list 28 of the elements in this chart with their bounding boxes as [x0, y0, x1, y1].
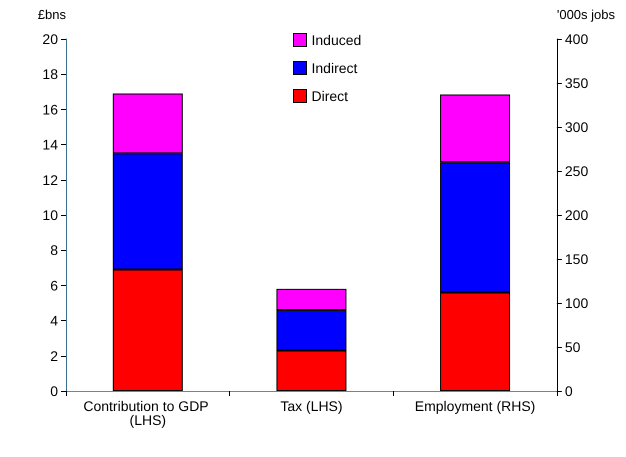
legend-label: Indirect [312, 60, 358, 76]
y2-tick-label: 50 [564, 339, 581, 355]
y-tick-label: 8 [50, 242, 58, 258]
y2-tick-label: 100 [564, 295, 588, 311]
legend-label: Induced [312, 32, 362, 48]
y-tick-label: 12 [42, 172, 58, 188]
y2-tick-label: 400 [564, 31, 588, 47]
y2-axis-title: '000s jobs [556, 7, 616, 22]
y-tick-label: 14 [42, 136, 58, 153]
y2-tick-label: 350 [564, 75, 588, 91]
y-tick-label: 6 [50, 277, 58, 294]
y-tick-label: 2 [50, 348, 58, 364]
y-tick-label: 4 [50, 312, 58, 329]
x-tick-label: Employment (RHS) [414, 398, 536, 414]
y-tick-label: 10 [42, 207, 58, 223]
x-tick-label: Tax (LHS) [280, 398, 343, 414]
x-tick-label: Contribution to GDP (LHS) [83, 398, 212, 428]
y2-tick-label: 0 [564, 383, 573, 399]
legend-label: Direct [312, 88, 348, 104]
y-tick-label: 20 [42, 31, 58, 47]
y2-tick-label: 200 [564, 207, 588, 223]
y2-tick-label: 250 [564, 163, 588, 179]
y-tick-label: 18 [42, 66, 58, 82]
y2-tick-label: 300 [564, 119, 588, 135]
y-tick-label: 16 [42, 101, 58, 118]
y-tick-label: 0 [50, 383, 58, 399]
y2-tick-label: 150 [564, 251, 588, 267]
y-axis-title: £bns [38, 7, 66, 22]
